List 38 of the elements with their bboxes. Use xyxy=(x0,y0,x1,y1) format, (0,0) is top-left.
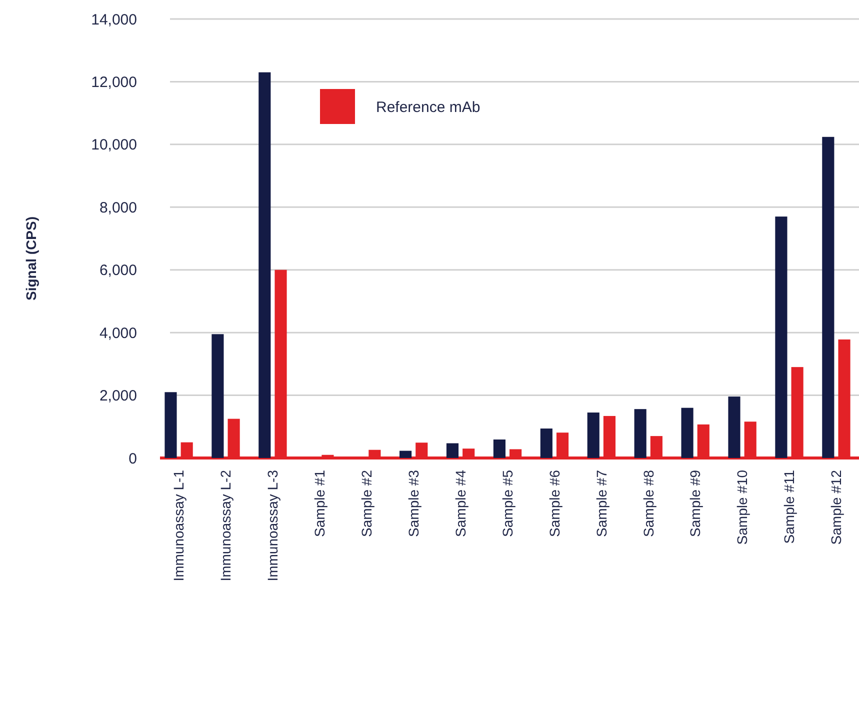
bar xyxy=(446,443,459,458)
x-tick-label: Sample #3 xyxy=(405,470,422,537)
x-tick-label: Immunoassay L-3 xyxy=(264,470,281,582)
bar xyxy=(728,396,740,458)
bar xyxy=(775,216,788,458)
y-tick-label: 4,000 xyxy=(99,324,137,342)
x-tick-label: Sample #8 xyxy=(640,470,656,537)
x-tick-label: Immunoassay L-2 xyxy=(218,470,234,582)
x-tick-label: Sample #2 xyxy=(358,470,375,537)
bar xyxy=(634,409,646,458)
x-tick-label: Sample #7 xyxy=(593,470,610,537)
y-axis-title: Signal (CPS) xyxy=(23,216,39,301)
x-tick-label: Sample #12 xyxy=(828,470,844,545)
bar xyxy=(258,72,271,458)
x-tick-label: Sample #10 xyxy=(734,470,750,545)
x-tick-label: Sample #9 xyxy=(687,470,704,537)
x-tick-label: Sample #4 xyxy=(452,470,468,537)
y-tick-label: 14,000 xyxy=(91,11,137,28)
y-tick-label: 10,000 xyxy=(91,136,137,154)
y-tick-label: 0 xyxy=(128,450,137,468)
bar xyxy=(212,334,224,458)
legend-label: Reference mAb xyxy=(376,98,480,116)
x-tick-label: Sample #1 xyxy=(312,470,328,537)
bar xyxy=(540,428,552,458)
x-tick-label: Immunoassay L-1 xyxy=(170,470,187,582)
bar xyxy=(399,450,412,458)
x-tick-label: Sample #6 xyxy=(546,470,562,537)
bar xyxy=(681,408,694,458)
bar xyxy=(493,440,506,458)
y-tick-label: 6,000 xyxy=(99,262,137,280)
x-tick-label: Sample #5 xyxy=(499,470,516,537)
y-tick-label: 8,000 xyxy=(99,199,137,216)
y-tick-label: 12,000 xyxy=(91,74,137,91)
bar xyxy=(164,392,177,458)
bar xyxy=(822,136,834,458)
y-tick-label: 2,000 xyxy=(99,388,137,405)
bar xyxy=(587,412,600,458)
x-tick-label: Sample #11 xyxy=(781,470,798,544)
